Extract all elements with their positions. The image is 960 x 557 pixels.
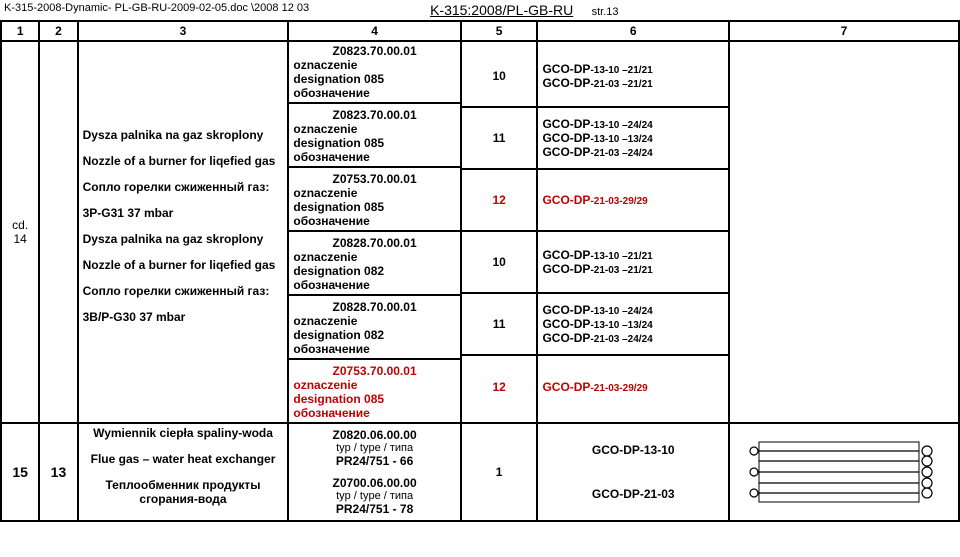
model-code-line: GCO-DP-13-10 –13/24 (542, 317, 724, 331)
designation-label-en: designation 085 (293, 200, 455, 214)
designation-label-pl: oznaczenie (293, 314, 455, 328)
spec-table: 1 2 3 4 5 6 7 cd. 14 Dysza palnika na ga… (0, 20, 960, 522)
col-2-header: 2 (39, 21, 77, 41)
model-code-line: GCO-DP-21-03 –24/24 (542, 145, 724, 159)
sub-label: typ / type / типа (293, 490, 455, 502)
part-name-pl: Dysza palnika na gaz skroplony (83, 232, 284, 246)
qty-value: 10 (462, 46, 537, 108)
qty-value: 11 (462, 108, 537, 170)
illustration-cell (729, 423, 959, 521)
page-number-label: str.13 (592, 6, 619, 18)
model-codes-cell: GCO-DP-13-10 GCO-DP-21-03 (537, 423, 729, 521)
designation-label-en: designation 085 (293, 72, 455, 86)
part-name-ru: Сопло горелки сжиженный газ: (83, 284, 284, 298)
model-code-line: GCO-DP-21-03 (542, 487, 724, 501)
part-name-pl: Wymiennik ciepła spaliny-woda (83, 426, 284, 440)
model-code-line: GCO-DP-21-03-29/29 (542, 380, 724, 394)
designation-label-pl: oznaczenie (293, 122, 455, 136)
model-code-line: GCO-DP-21-03-29/29 (542, 193, 724, 207)
col-3-header: 3 (78, 21, 289, 41)
designation-label-ru: обозначение (293, 406, 455, 420)
col-4-header: 4 (288, 21, 460, 41)
designation-label-en: designation 085 (293, 392, 455, 406)
code-value: Z0823.70.00.01 (293, 108, 455, 122)
row-empty (39, 41, 77, 423)
qty-value: 10 (462, 232, 537, 294)
table-row: cd. 14 Dysza palnika na gaz skroplony No… (1, 41, 959, 423)
designation-label-ru: обозначение (293, 278, 455, 292)
heat-exchanger-icon (749, 437, 939, 507)
part-name-en: Flue gas – water heat exchanger (83, 452, 284, 466)
part-name-ru: Сопло горелки сжиженный газ: (83, 180, 284, 194)
part-name-en: Nozzle of a burner for liqefied gas (83, 258, 284, 272)
designation-label-ru: обозначение (293, 342, 455, 356)
qty-cell: 101112101112 (461, 41, 538, 423)
illustration-cell (729, 41, 959, 423)
part-description: Wymiennik ciepła spaliny-woda Flue gas –… (78, 423, 289, 521)
model-codes-cell: GCO-DP-13-10 –21/21GCO-DP-21-03 –21/21GC… (537, 41, 729, 423)
code-value: Z0823.70.00.01 (293, 44, 455, 58)
row-num: 15 (1, 423, 39, 521)
code-value: Z0753.70.00.01 (293, 364, 455, 378)
designation-label-pl: oznaczenie (293, 58, 455, 72)
designation-label-ru: обозначение (293, 150, 455, 164)
part-name-ru: Теплообменник продукты сгорания-вода (83, 478, 284, 506)
part-spec: 3P-G31 37 mbar (83, 206, 284, 220)
part-description: Dysza palnika na gaz skroplony Nozzle of… (78, 41, 289, 423)
designation-label-pl: oznaczenie (293, 378, 455, 392)
table-head-row: 1 2 3 4 5 6 7 (1, 21, 959, 41)
sub-label: typ / type / типа (293, 442, 455, 454)
designation-label-ru: обозначение (293, 86, 455, 100)
code-value: Z0828.70.00.01 (293, 236, 455, 250)
designation-label-en: designation 082 (293, 328, 455, 342)
doc-id: K-315:2008/PL-GB-RU (430, 2, 573, 18)
model-code-line: GCO-DP-21-03 –24/24 (542, 331, 724, 345)
col-5-header: 5 (461, 21, 538, 41)
part-spec: 3B/P-G30 37 mbar (83, 310, 284, 324)
model-code-line: GCO-DP-21-03 –21/21 (542, 262, 724, 276)
designation-cell: Z0823.70.00.01oznaczeniedesignation 085о… (288, 41, 460, 423)
model-value: PR24/751 - 66 (293, 454, 455, 468)
model-code-line: GCO-DP-13-10 (542, 443, 724, 457)
col-1-header: 1 (1, 21, 39, 41)
code-value: Z0700.06.00.00 (293, 476, 455, 490)
qty-value: 12 (462, 356, 537, 418)
designation-label-pl: oznaczenie (293, 186, 455, 200)
model-code-line: GCO-DP-13-10 –24/24 (542, 303, 724, 317)
designation-label-en: designation 085 (293, 136, 455, 150)
part-name-pl: Dysza palnika na gaz skroplony (83, 128, 284, 142)
col-6-header: 6 (537, 21, 729, 41)
row-ref: 13 (39, 423, 77, 521)
doc-file-path: K-315-2008-Dynamic- PL-GB-RU-2009-02-05.… (4, 2, 382, 18)
designation-label-en: designation 082 (293, 264, 455, 278)
qty-value: 11 (462, 294, 537, 356)
code-value: Z0828.70.00.01 (293, 300, 455, 314)
qty-cell: 1 (461, 423, 538, 521)
part-name-en: Nozzle of a burner for liqefied gas (83, 154, 284, 168)
col-7-header: 7 (729, 21, 959, 41)
model-value: PR24/751 - 78 (293, 502, 455, 516)
designation-label-ru: обозначение (293, 214, 455, 228)
code-value: Z0753.70.00.01 (293, 172, 455, 186)
model-code-line: GCO-DP-13-10 –13/24 (542, 131, 724, 145)
code-value: Z0820.06.00.00 (293, 428, 455, 442)
model-code-line: GCO-DP-13-10 –24/24 (542, 117, 724, 131)
designation-label-pl: oznaczenie (293, 250, 455, 264)
row-ref: cd. 14 (1, 41, 39, 423)
model-code-line: GCO-DP-21-03 –21/21 (542, 76, 724, 90)
qty-value: 12 (462, 170, 537, 232)
model-code-line: GCO-DP-13-10 –21/21 (542, 248, 724, 262)
designation-cell: Z0820.06.00.00 typ / type / типа PR24/75… (288, 423, 460, 521)
table-row: 15 13 Wymiennik ciepła spaliny-woda Flue… (1, 423, 959, 521)
model-code-line: GCO-DP-13-10 –21/21 (542, 62, 724, 76)
